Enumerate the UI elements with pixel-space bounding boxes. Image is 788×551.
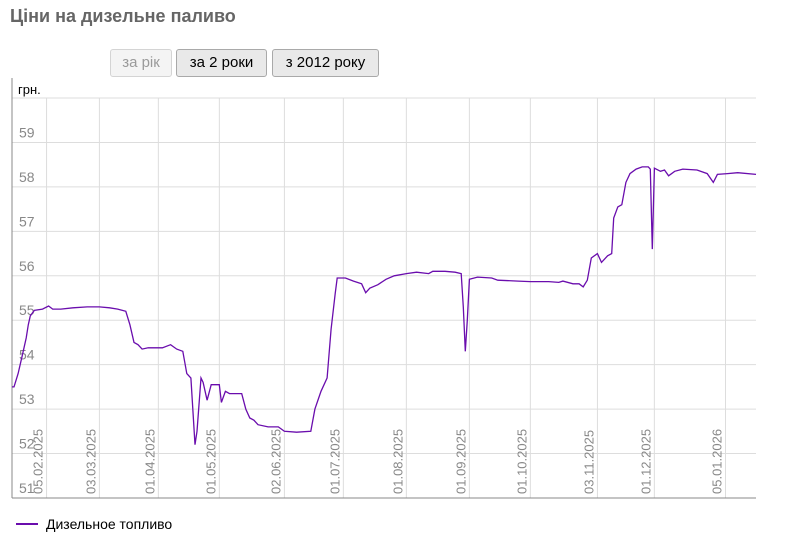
x-tick-label: 01.09.2025	[453, 429, 468, 494]
y-tick-label: 51	[19, 480, 35, 496]
y-tick-label: 56	[19, 258, 35, 274]
range-button-year[interactable]: за рік	[110, 49, 172, 77]
legend[interactable]: Дизельное топливо	[16, 516, 172, 532]
x-tick-label: 02.06.2025	[268, 429, 283, 494]
x-tick-label: 01.05.2025	[203, 429, 218, 494]
y-tick-label: 53	[19, 391, 35, 407]
series-line-diesel	[12, 166, 757, 445]
x-tick-label: 01.10.2025	[514, 429, 529, 494]
y-tick-label: 58	[19, 169, 35, 185]
x-tick-label: 01.04.2025	[142, 429, 157, 494]
x-tick-label: 03.11.2025	[581, 430, 596, 494]
legend-swatch	[16, 523, 38, 525]
y-tick-label: 57	[19, 213, 35, 229]
legend-label: Дизельное топливо	[46, 516, 173, 532]
x-tick-label: 05.02.2025	[31, 429, 46, 494]
range-button-2-years[interactable]: за 2 роки	[176, 49, 267, 77]
x-axis-tick-labels: 05.02.2025 03.03.2025 01.04.2025 01.05.2025…	[31, 429, 725, 494]
y-tick-label: 55	[19, 302, 35, 318]
x-tick-label: 05.01.2026	[710, 429, 725, 494]
x-tick-label: 01.08.2025	[390, 429, 405, 494]
range-button-since-2012[interactable]: з 2012 року	[272, 49, 379, 77]
axes	[11, 78, 756, 499]
vertical-gridlines	[46, 98, 727, 498]
x-tick-label: 01.12.2025	[638, 429, 653, 494]
x-tick-label: 03.03.2025	[83, 429, 98, 494]
y-tick-label: 52	[19, 436, 35, 452]
x-tick-label: 01.07.2025	[327, 429, 342, 494]
y-axis-label: грн.	[18, 82, 41, 97]
page-title: Ціни на дизельне паливо	[10, 6, 236, 26]
y-tick-label: 59	[19, 124, 35, 140]
